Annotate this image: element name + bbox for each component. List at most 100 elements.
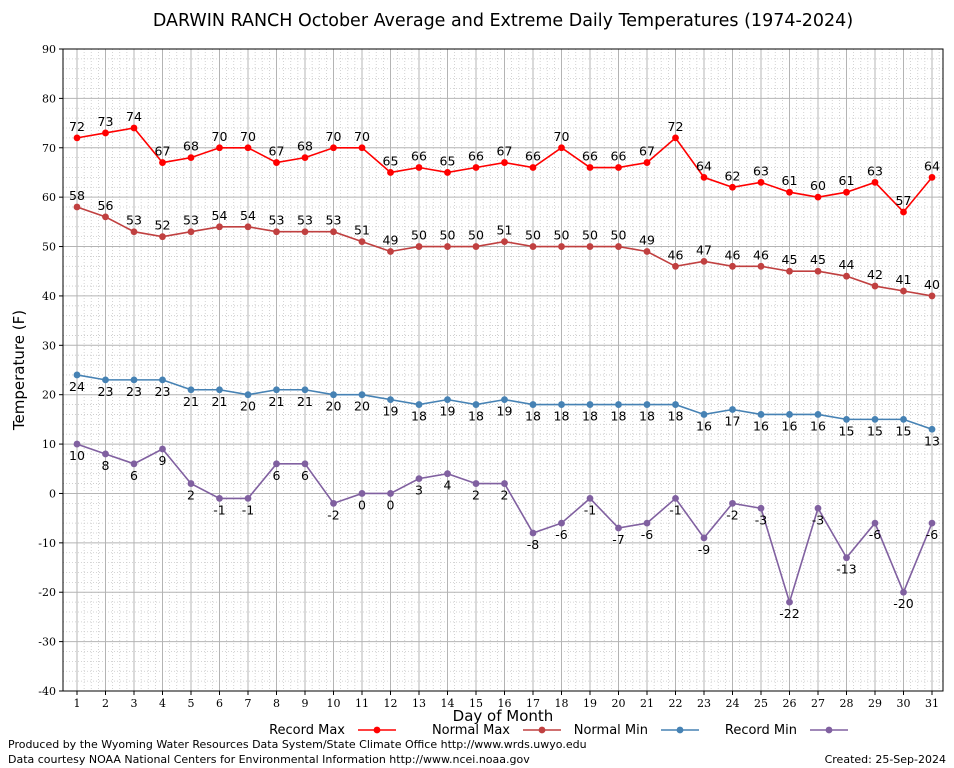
data-point (529, 529, 537, 537)
data-label: 53 (126, 213, 142, 228)
data-point (643, 401, 651, 408)
data-point (358, 490, 366, 497)
y-tick-label: 90 (42, 43, 56, 56)
data-point (387, 248, 394, 255)
data-point (871, 282, 879, 290)
data-label: 49 (383, 232, 399, 247)
x-tick-label: 8 (273, 697, 280, 710)
data-label: 21 (183, 394, 199, 409)
data-label: 50 (582, 228, 598, 243)
data-label: 70 (240, 129, 256, 144)
legend-marker (825, 726, 833, 734)
x-tick-label: 7 (245, 697, 252, 710)
data-point (130, 124, 138, 132)
data-label: 3 (415, 483, 423, 498)
data-point (415, 401, 423, 408)
data-label: 15 (896, 423, 912, 438)
data-point (672, 262, 679, 270)
data-point (814, 411, 822, 418)
data-label: 15 (867, 423, 883, 438)
plot-frame (62, 48, 944, 692)
data-label: 19 (440, 404, 456, 419)
data-label: 23 (155, 384, 171, 399)
data-label: 47 (696, 242, 712, 257)
data-point (273, 159, 280, 166)
x-tick-label: 1 (74, 697, 81, 710)
data-point (273, 228, 280, 236)
data-point (843, 554, 850, 562)
data-label: 18 (582, 409, 598, 424)
data-label: 70 (212, 129, 228, 144)
data-point (814, 193, 822, 201)
data-label: 4 (444, 478, 452, 493)
data-point (216, 144, 223, 152)
data-label: 42 (867, 267, 883, 282)
data-point (586, 495, 594, 502)
legend-marker (538, 726, 546, 734)
data-point (558, 144, 565, 152)
data-point (529, 401, 537, 408)
data-point (615, 524, 622, 532)
data-label: 64 (924, 158, 940, 173)
legend-marker (373, 726, 381, 734)
data-label: 46 (725, 247, 741, 262)
data-label: 0 (358, 497, 366, 512)
data-point (529, 164, 537, 171)
data-label: 16 (696, 418, 712, 433)
data-point (786, 411, 793, 418)
data-label: 58 (69, 188, 85, 203)
data-label: 50 (611, 228, 627, 243)
data-point (102, 213, 109, 221)
data-label: 67 (155, 144, 171, 159)
y-tick-label: 40 (42, 290, 56, 303)
data-label: 45 (810, 252, 826, 267)
data-label: 45 (782, 252, 798, 267)
data-point (586, 243, 594, 250)
y-tick-label: -10 (38, 537, 56, 550)
x-tick-label: 23 (697, 697, 711, 710)
data-point (529, 243, 537, 250)
data-label: 0 (387, 497, 395, 512)
data-label: -7 (612, 532, 624, 547)
data-point (472, 164, 480, 171)
x-tick-label: 11 (355, 697, 369, 710)
data-label: 72 (69, 119, 85, 134)
data-point (729, 499, 736, 507)
x-tick-label: 26 (783, 697, 797, 710)
data-label: 60 (810, 178, 826, 193)
data-label: -2 (726, 507, 738, 522)
data-point (415, 475, 423, 483)
data-label: 53 (183, 213, 199, 228)
data-point (643, 248, 651, 255)
y-tick-label: 80 (42, 92, 56, 105)
data-point (558, 519, 565, 527)
data-label: 49 (639, 232, 655, 247)
data-point (244, 144, 252, 152)
y-axis-label: Temperature (F) (10, 310, 28, 431)
data-point (159, 376, 166, 384)
data-point (586, 401, 594, 408)
data-point (102, 376, 109, 384)
data-point (672, 134, 679, 142)
data-point (444, 243, 451, 250)
data-label: 52 (155, 218, 171, 233)
data-point (387, 396, 394, 404)
data-label: -3 (755, 512, 767, 527)
data-label: 6 (130, 468, 138, 483)
x-tick-label: 21 (640, 697, 654, 710)
data-label: 2 (472, 488, 480, 503)
legend-label: Record Max (269, 723, 345, 738)
x-tick-label: 10 (327, 697, 341, 710)
data-point (757, 411, 765, 418)
x-tick-label: 4 (159, 697, 166, 710)
data-point (900, 287, 907, 295)
data-label: 18 (668, 409, 684, 424)
data-label: 23 (98, 384, 114, 399)
data-point (643, 519, 651, 527)
data-point (757, 178, 765, 186)
data-label: 72 (668, 119, 684, 134)
data-label: 67 (639, 144, 655, 159)
data-point (672, 495, 679, 502)
data-point (501, 159, 508, 166)
